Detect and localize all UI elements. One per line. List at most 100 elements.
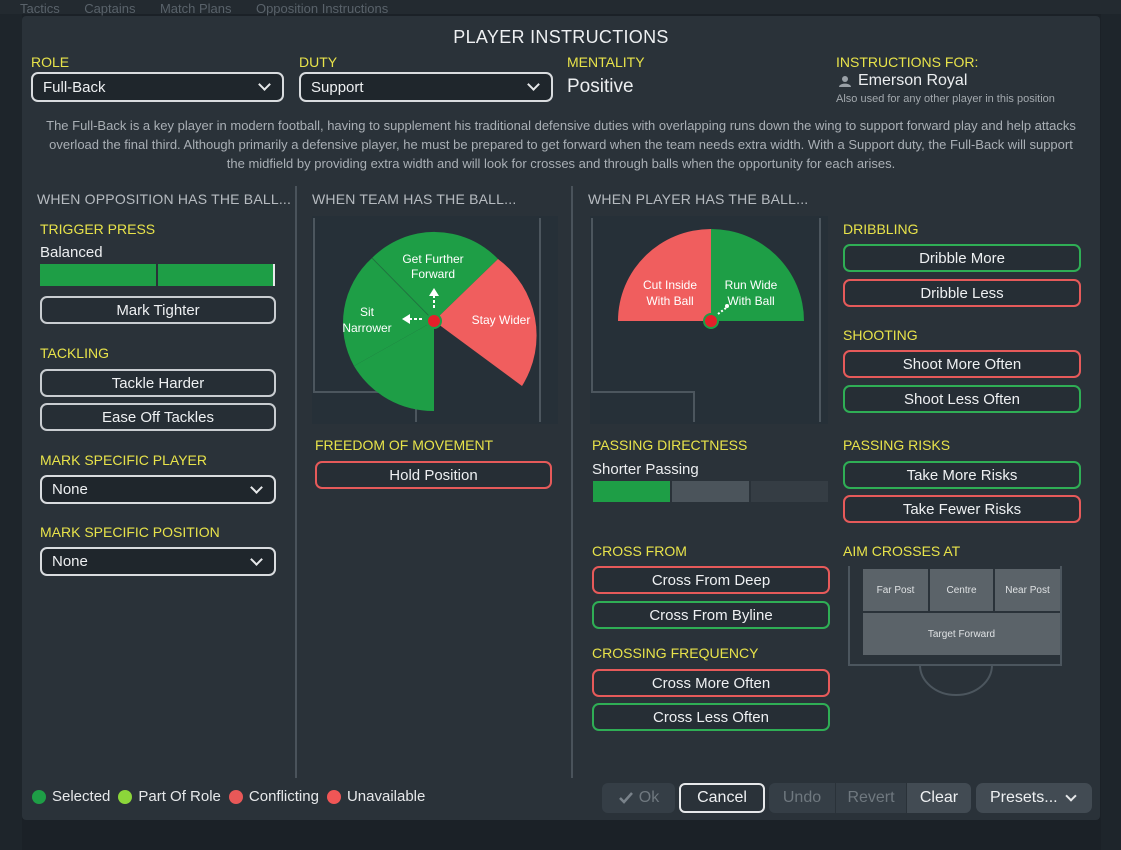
- bar-segment-2[interactable]: [672, 481, 749, 502]
- cancel-button[interactable]: Cancel: [679, 783, 765, 813]
- role-description: The Full-Back is a key player in modern …: [46, 118, 1076, 171]
- narrower-label-1: Sit: [360, 305, 375, 319]
- aim-crosses-diagram: Far Post Centre Near Post Target Forward: [848, 566, 1062, 706]
- team-heading: WHEN TEAM HAS THE BALL...: [312, 191, 517, 207]
- legend-conflicting: Conflicting: [228, 788, 319, 805]
- column-divider: [295, 186, 297, 778]
- legend: Selected Part Of Role Conflicting Unavai…: [32, 788, 433, 805]
- player-icon: [839, 76, 851, 87]
- role-dropdown[interactable]: Full-Back: [31, 72, 284, 102]
- bar-segment-1[interactable]: [593, 481, 670, 502]
- legend-selected-text: Selected: [52, 788, 111, 805]
- mark-player-label: MARK SPECIFIC PLAYER: [40, 452, 208, 468]
- instructions-note: Also used for any other player in this p…: [836, 93, 1055, 105]
- chevron-down-icon: [1065, 789, 1077, 802]
- cross-from-label: CROSS FROM: [592, 543, 687, 559]
- mentality-label: MENTALITY: [567, 54, 645, 70]
- cross-more-often-button[interactable]: Cross More Often: [592, 669, 830, 697]
- ok-button[interactable]: Ok: [602, 783, 675, 813]
- near-post-target[interactable]: Near Post: [995, 569, 1060, 611]
- run-wide-label-2: With Ball: [727, 294, 774, 308]
- player-heading: WHEN PLAYER HAS THE BALL...: [588, 191, 809, 207]
- freedom-label: FREEDOM OF MOVEMENT: [315, 437, 494, 453]
- dribbling-label: DRIBBLING: [843, 221, 919, 237]
- ease-off-tackles-button[interactable]: Ease Off Tackles: [40, 403, 276, 431]
- column-divider: [571, 186, 573, 778]
- run-wide-zone[interactable]: [711, 229, 804, 321]
- wider-label: Stay Wider: [472, 313, 531, 327]
- bg-tab: Captains: [84, 1, 136, 16]
- duty-dropdown[interactable]: Support: [299, 72, 553, 102]
- revert-button[interactable]: Revert: [836, 783, 906, 813]
- legend-unavailable-text: Unavailable: [346, 788, 426, 805]
- far-post-target[interactable]: Far Post: [863, 569, 928, 611]
- legend-part-of-role: Part Of Role: [118, 788, 221, 805]
- bg-tab: Match Plans: [159, 1, 232, 16]
- mark-position-label: MARK SPECIFIC POSITION: [40, 524, 220, 540]
- presets-dropdown[interactable]: Presets...: [976, 783, 1092, 813]
- mark-player-dropdown[interactable]: None: [40, 475, 276, 504]
- presets-label: Presets...: [990, 789, 1058, 806]
- duty-label: DUTY: [299, 54, 338, 70]
- chevron-down-icon: [250, 552, 263, 566]
- cross-from-deep-button[interactable]: Cross From Deep: [592, 566, 830, 594]
- role-label: ROLE: [31, 54, 70, 70]
- forward-label-2: Forward: [411, 267, 455, 281]
- conflicting-dot-icon: [228, 789, 243, 804]
- shoot-less-often-button[interactable]: Shoot Less Often: [843, 385, 1081, 413]
- mark-position-dropdown[interactable]: None: [40, 547, 276, 576]
- cross-less-often-button[interactable]: Cross Less Often: [592, 703, 830, 731]
- stay-wider-zone[interactable]: [434, 259, 537, 386]
- aim-crosses-label: AIM CROSSES AT: [843, 543, 961, 559]
- mark-player-value: None: [52, 481, 88, 498]
- get-further-forward-zone[interactable]: [372, 231, 498, 321]
- player-pitch-diagram: Cut Inside With Ball Run Wide With Ball: [590, 216, 828, 424]
- cross-from-byline-button[interactable]: Cross From Byline: [592, 601, 830, 629]
- chevron-down-icon: [250, 480, 263, 494]
- take-fewer-risks-button[interactable]: Take Fewer Risks: [843, 495, 1081, 523]
- trigger-press-value: Balanced: [40, 244, 103, 261]
- crossing-frequency-label: CROSSING FREQUENCY: [592, 645, 759, 661]
- take-more-risks-button[interactable]: Take More Risks: [843, 461, 1081, 489]
- clear-button[interactable]: Clear: [907, 783, 971, 813]
- trigger-press-label: TRIGGER PRESS: [40, 221, 156, 237]
- shoot-more-often-button[interactable]: Shoot More Often: [843, 350, 1081, 378]
- dribble-more-button[interactable]: Dribble More: [843, 244, 1081, 272]
- selected-dot-icon: [32, 789, 46, 804]
- bar-divider: [156, 264, 158, 286]
- target-forward-target[interactable]: Target Forward: [863, 613, 1060, 655]
- undo-button[interactable]: Undo: [769, 783, 835, 813]
- passing-directness-value: Shorter Passing: [592, 461, 699, 478]
- narrower-label-2: Narrower: [342, 321, 391, 335]
- dribble-less-button[interactable]: Dribble Less: [843, 279, 1081, 307]
- mark-tighter-button[interactable]: Mark Tighter: [40, 296, 276, 324]
- team-pitch-diagram: Get Further Forward Sit Narrower Stay Wi…: [312, 216, 558, 424]
- trigger-press-bar[interactable]: [40, 264, 275, 286]
- tackling-label: TACKLING: [40, 345, 109, 361]
- lower-zone: [354, 321, 434, 412]
- forward-label-1: Get Further: [402, 252, 463, 266]
- background-left-panel: [0, 14, 22, 850]
- sit-narrower-zone[interactable]: [342, 258, 434, 366]
- run-wide-label-1: Run Wide: [725, 278, 778, 292]
- centre-target[interactable]: Centre: [930, 569, 993, 611]
- bar-segment-3[interactable]: [751, 481, 828, 502]
- cut-inside-zone[interactable]: [618, 229, 711, 321]
- background-tab-strip: Tactics Captains Match Plans Opposition …: [0, 0, 1121, 16]
- passing-risks-label: PASSING RISKS: [843, 437, 951, 453]
- hold-position-button[interactable]: Hold Position: [315, 461, 552, 489]
- cut-inside-label-1: Cut Inside: [643, 278, 697, 292]
- tackle-harder-button[interactable]: Tackle Harder: [40, 369, 276, 397]
- part-of-role-dot-icon: [118, 789, 133, 804]
- shooting-label: SHOOTING: [843, 327, 918, 343]
- mentality-value: Positive: [567, 76, 634, 97]
- instructions-for-label: INSTRUCTIONS FOR:: [836, 54, 979, 70]
- checkmark-icon: [618, 792, 633, 804]
- chevron-down-icon: [258, 78, 271, 91]
- passing-directness-bar[interactable]: [593, 481, 828, 503]
- player-name[interactable]: Emerson Royal: [838, 72, 967, 90]
- dialog-title: PLAYER INSTRUCTIONS: [453, 27, 669, 47]
- player-name-text: Emerson Royal: [858, 72, 968, 89]
- background-right-panel: [1101, 14, 1121, 850]
- cut-inside-label-2: With Ball: [646, 294, 693, 308]
